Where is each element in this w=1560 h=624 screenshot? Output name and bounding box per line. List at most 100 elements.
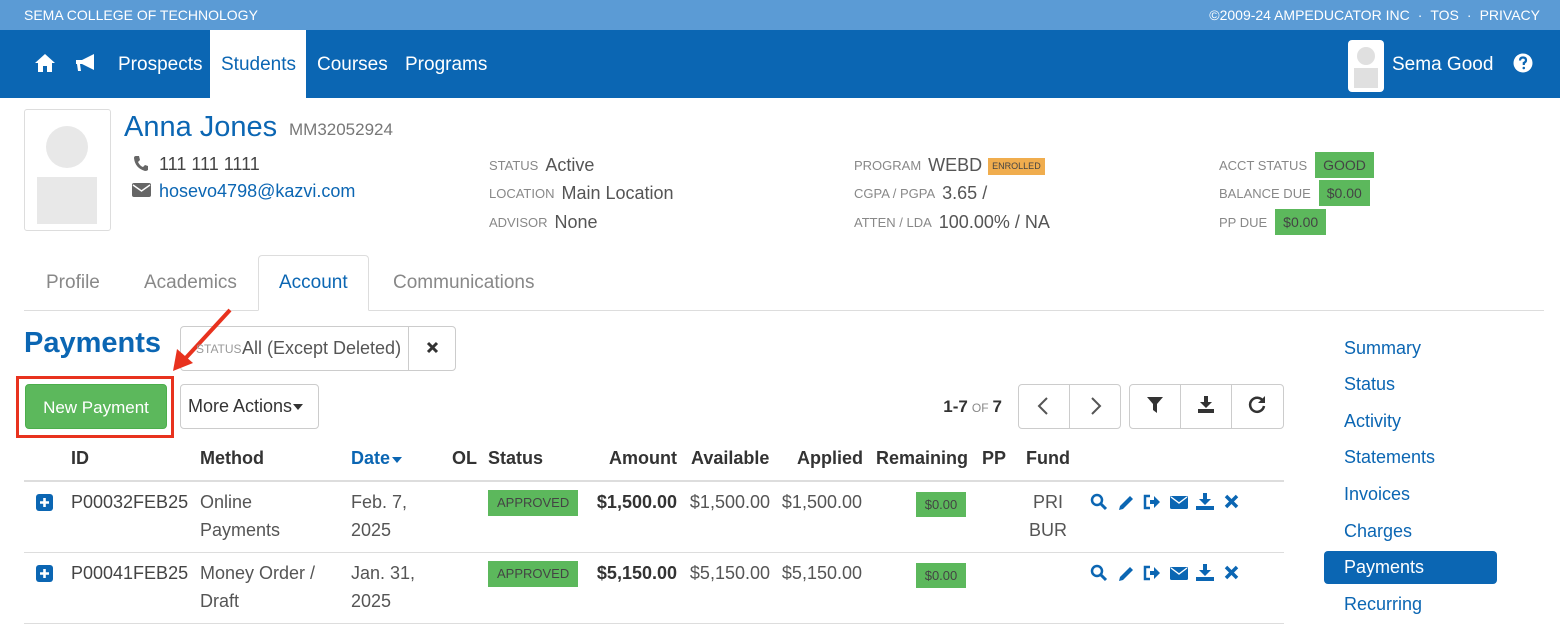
column-header: Method <box>200 447 264 468</box>
column-header: Fund <box>1026 447 1070 468</box>
info-label: PROGRAM <box>854 158 922 173</box>
view-icon[interactable] <box>1090 493 1108 511</box>
separator: · <box>1417 7 1423 23</box>
group-divider <box>1180 385 1181 428</box>
nav-item[interactable]: Programs <box>405 53 488 75</box>
remaining-badge: $0.00 <box>915 562 967 588</box>
shape <box>1248 396 1266 413</box>
download-receipt-icon[interactable] <box>1196 564 1214 582</box>
delete-icon[interactable] <box>1223 493 1241 511</box>
shape <box>426 341 439 354</box>
student-name: Anna Jones <box>124 110 278 143</box>
shape <box>1150 496 1160 508</box>
refresh-icon[interactable] <box>1248 395 1267 414</box>
shape <box>46 126 88 168</box>
column-header[interactable]: Date <box>351 446 403 471</box>
tab[interactable]: Academics <box>144 271 237 293</box>
shape <box>1170 496 1187 504</box>
column-header: ID <box>71 447 89 468</box>
footer-link[interactable]: PRIVACY <box>1479 7 1540 23</box>
next-page-icon[interactable] <box>1090 396 1102 416</box>
download-icon[interactable] <box>1197 395 1215 414</box>
section-title: Payments <box>24 326 162 359</box>
shape <box>1196 506 1214 510</box>
remaining-badge: $0.00 <box>915 491 967 517</box>
shape <box>1118 496 1133 510</box>
shape <box>1037 397 1048 415</box>
info-value: WEBD <box>928 154 983 175</box>
tab[interactable]: Communications <box>393 271 535 293</box>
shape <box>1143 565 1150 581</box>
clear-filter-icon[interactable] <box>426 341 439 354</box>
info-label: LOCATION <box>489 186 555 201</box>
sidebar-link[interactable]: Recurring <box>1344 593 1423 614</box>
shape <box>1522 66 1526 70</box>
filter-box[interactable] <box>180 326 456 371</box>
expand-icon[interactable] <box>36 565 53 582</box>
column-header: Status <box>488 447 544 468</box>
status-badge: APPROVED <box>488 561 579 587</box>
nav-item[interactable]: Courses <box>317 53 388 75</box>
delete-icon[interactable] <box>1223 564 1241 582</box>
filter-icon[interactable] <box>1146 396 1164 414</box>
sidebar-link[interactable]: Summary <box>1344 337 1422 358</box>
shape <box>1147 397 1163 413</box>
column-header: PP <box>982 447 1007 468</box>
user-avatar[interactable] <box>1348 40 1384 92</box>
student-email[interactable]: hosevo4798@kazvi.com <box>159 180 356 201</box>
download-receipt-icon[interactable] <box>1196 493 1214 511</box>
sidebar-link[interactable]: Status <box>1344 374 1396 395</box>
sidebar-link[interactable]: Payments <box>1344 557 1425 578</box>
student-photo <box>24 109 111 231</box>
apply-icon[interactable] <box>1143 493 1161 511</box>
apply-icon[interactable] <box>1143 564 1161 582</box>
edit-icon[interactable] <box>1117 564 1135 582</box>
group-divider <box>1231 385 1232 428</box>
email-receipt-icon[interactable] <box>1169 493 1188 511</box>
info-value: 100.00% / NA <box>938 211 1050 232</box>
footer-link[interactable]: TOS <box>1430 7 1459 23</box>
new-payment-button[interactable]: New Payment <box>25 384 167 429</box>
tabs-divider <box>24 310 1544 311</box>
prev-page-icon[interactable] <box>1037 396 1049 416</box>
user-name[interactable]: Sema Good <box>1392 53 1494 75</box>
payment-available: $1,500.00 <box>689 491 770 512</box>
expand-icon[interactable] <box>36 494 53 511</box>
home-icon[interactable] <box>34 53 56 73</box>
tab[interactable]: Account <box>279 271 348 293</box>
help-icon[interactable] <box>1513 53 1533 73</box>
view-icon[interactable] <box>1090 564 1108 582</box>
shape <box>1090 564 1104 578</box>
caret <box>392 456 403 463</box>
nav-item[interactable]: Students <box>221 53 296 75</box>
student-id: MM32052924 <box>289 120 393 139</box>
edit-icon[interactable] <box>1117 493 1135 511</box>
student-phone: 111 111 1111 <box>159 153 260 174</box>
shape <box>132 183 151 197</box>
photo-placeholder <box>37 126 97 224</box>
shape <box>1354 68 1378 88</box>
info-value: Main Location <box>561 182 674 203</box>
tools-group <box>1129 384 1284 429</box>
email-receipt-icon[interactable] <box>1169 564 1188 582</box>
sidebar-link[interactable]: Statements <box>1344 447 1436 468</box>
shape <box>1200 396 1212 408</box>
payment-fund: PRI BUR <box>1028 492 1067 540</box>
sidebar-link[interactable]: Activity <box>1344 410 1402 431</box>
more-actions-button[interactable]: More Actions <box>180 384 319 429</box>
sidebar-link[interactable]: Invoices <box>1344 483 1411 504</box>
payment-amount: $1,500.00 <box>596 491 677 512</box>
info-label: PP DUE <box>1219 215 1268 230</box>
sidebar-link[interactable]: Charges <box>1344 520 1413 541</box>
filter-value[interactable]: All (Except Deleted) <box>242 337 402 358</box>
shape <box>1118 567 1133 581</box>
shape <box>392 456 403 463</box>
nav-item[interactable]: Prospects <box>118 53 203 75</box>
shape <box>181 308 232 363</box>
info-label: ADVISOR <box>489 215 548 230</box>
avatar-icon <box>1354 47 1378 88</box>
shape <box>1224 565 1238 580</box>
announce-icon[interactable] <box>74 53 98 73</box>
tab[interactable]: Profile <box>46 271 100 293</box>
